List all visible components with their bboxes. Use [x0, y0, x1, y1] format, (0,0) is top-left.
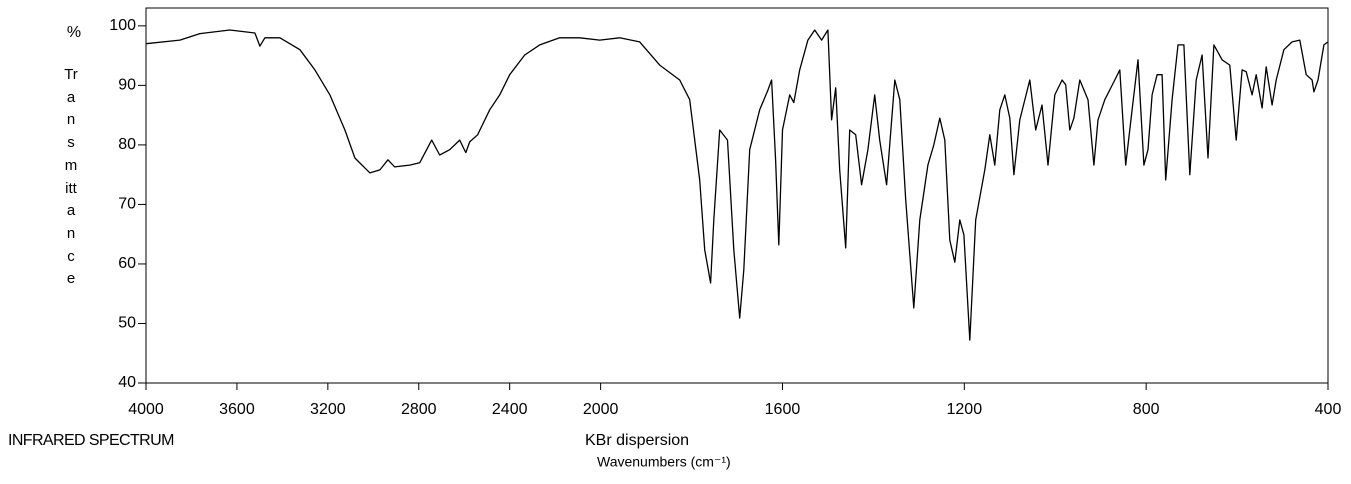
y-tick-label: 70: [118, 196, 136, 213]
y-tick-label: 50: [118, 315, 136, 332]
x-tick-label: 3600: [219, 401, 255, 418]
x-tick-label: 2800: [401, 401, 437, 418]
y-tick-label: 90: [118, 77, 136, 94]
x-tick-label: 400: [1315, 401, 1342, 418]
x-tick-label: 800: [1133, 401, 1160, 418]
plot-frame: [145, 7, 1329, 384]
x-tick-label: 2400: [492, 401, 528, 418]
y-tick-label: 80: [118, 136, 136, 153]
y-tick-label: 60: [118, 255, 136, 272]
chart-title: INFRARED SPECTRUM: [8, 432, 174, 449]
x-tick-label: 2000: [583, 401, 619, 418]
x-tick-label: 3200: [310, 401, 346, 418]
x-tick-label: 1600: [765, 401, 801, 418]
x-tick-label: 1200: [947, 401, 983, 418]
x-axis-label: Wavenumbers (cm⁻¹): [597, 454, 731, 470]
y-axis-unit: %: [67, 24, 81, 41]
y-axis-label: Transmittance: [64, 66, 78, 288]
chart-subtitle: KBr dispersion: [585, 432, 689, 449]
y-tick-label: 40: [118, 374, 136, 391]
spectrum-line: [145, 29, 1329, 341]
y-tick-label: 100: [109, 17, 136, 34]
x-tick-label: 4000: [128, 401, 164, 418]
